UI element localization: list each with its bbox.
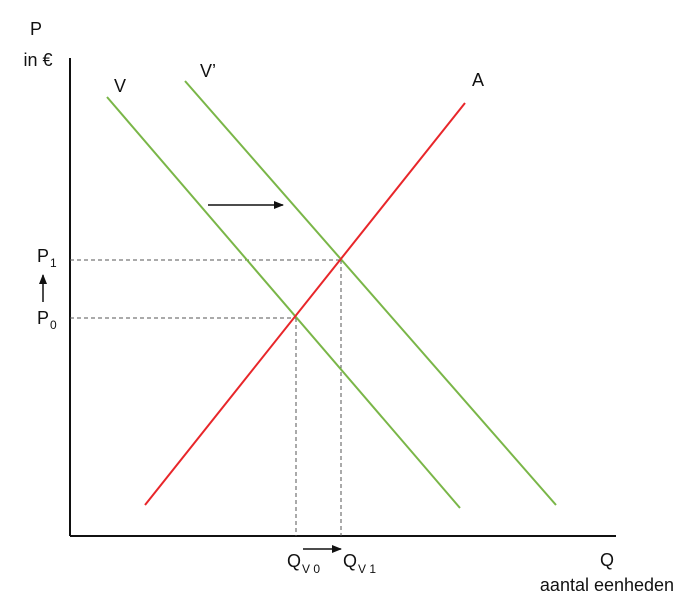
supply-curve-a xyxy=(144,102,466,506)
p1-label-sub: 1 xyxy=(50,256,57,270)
q1-label-sub: V 1 xyxy=(358,562,376,576)
p0-label: P 0 xyxy=(37,308,57,332)
q1-label-main: Q xyxy=(343,551,357,571)
y-axis-unit: in € xyxy=(23,50,52,70)
p0-label-sub: 0 xyxy=(50,318,57,332)
p0-label-main: P xyxy=(37,308,49,328)
demand-curve-v-prime-label: V’ xyxy=(200,61,216,81)
q0-label: Q V 0 xyxy=(287,551,320,576)
q1-label: Q V 1 xyxy=(343,551,376,576)
p1-label: P 1 xyxy=(37,246,57,270)
y-axis-label: P xyxy=(30,19,42,39)
p1-label-main: P xyxy=(37,246,49,266)
supply-curve-a-label: A xyxy=(472,70,484,90)
demand-curve-v-prime xyxy=(184,80,557,506)
x-axis-unit: aantal eenheden xyxy=(540,575,674,595)
demand-curve-v xyxy=(106,96,461,509)
q0-label-main: Q xyxy=(287,551,301,571)
q0-label-sub: V 0 xyxy=(302,562,320,576)
demand-curve-v-label: V xyxy=(114,76,126,96)
x-axis-label: Q xyxy=(600,550,614,570)
